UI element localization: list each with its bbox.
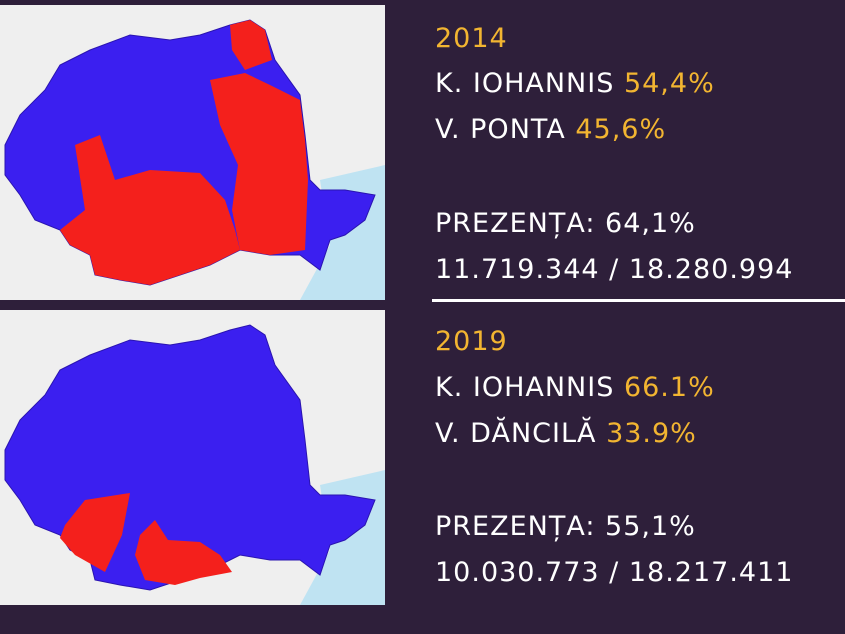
candidate-result: 66.1% [623,372,715,403]
candidate-name: K. IOHANNIS [435,372,615,403]
turnout-label: PREZENȚA: [435,511,596,542]
candidate: V. DĂNCILĂ 33.9% [435,417,697,451]
candidate-name: K. IOHANNIS [435,68,615,99]
divider [432,299,845,302]
votes: 10.030.773 / 18.217.411 [435,557,794,588]
candidate-name: V. DĂNCILĂ [435,418,597,449]
candidate: V. PONTA 45,6% [435,113,666,147]
turnout-value: 64,1% [605,208,696,239]
map-2014 [0,5,385,300]
candidate: K. IOHANNIS 54,4% [435,67,715,101]
candidate-result: 45,6% [575,114,667,145]
turnout: PREZENȚA: 55,1% [435,510,696,544]
candidate-result: 54,4% [623,68,715,99]
votes: 11.719.344 / 18.280.994 [435,254,794,285]
year: 2014 [435,23,508,54]
candidate-name: V. PONTA [435,114,566,145]
map-2019 [0,310,385,605]
turnout-value: 55,1% [605,511,696,542]
candidate: K. IOHANNIS 66.1% [435,371,715,405]
candidate-result: 33.9% [606,418,697,449]
turnout-label: PREZENȚA: [435,208,596,239]
year: 2019 [435,326,508,357]
turnout: PREZENȚA: 64,1% [435,207,696,241]
